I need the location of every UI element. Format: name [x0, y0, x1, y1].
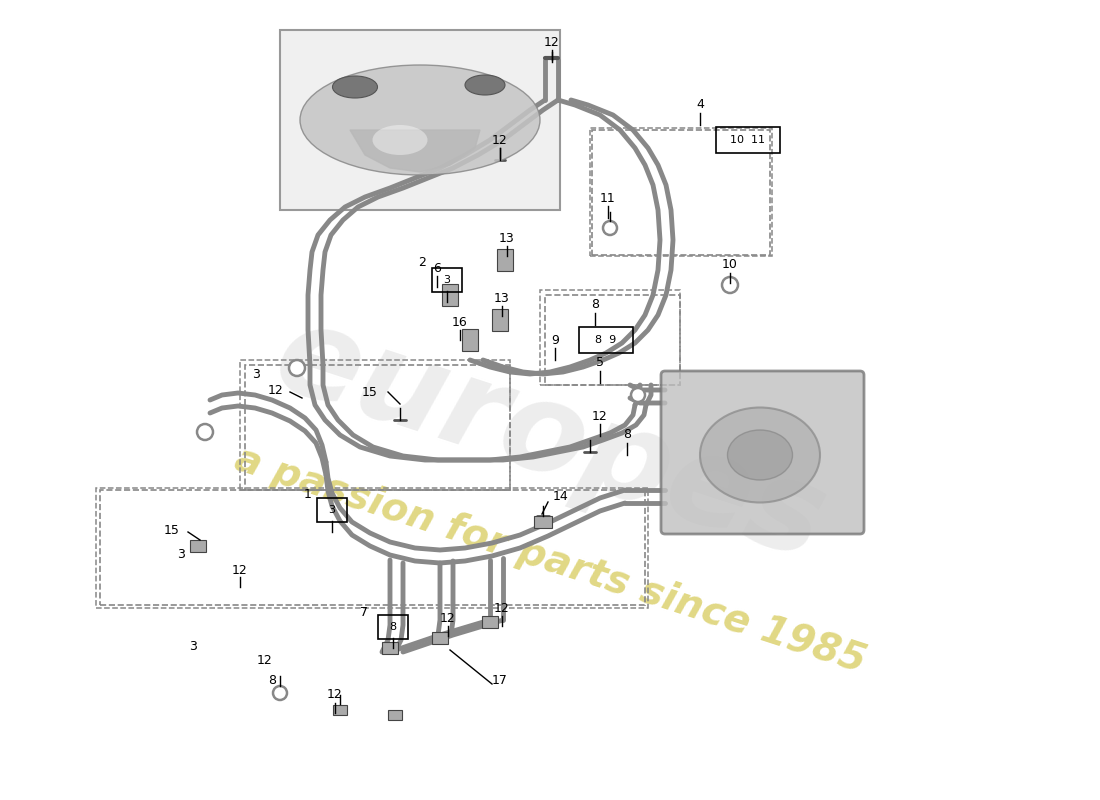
Bar	[482, 616, 498, 628]
Text: 12: 12	[544, 35, 560, 49]
Text: 15: 15	[362, 386, 378, 398]
Bar	[245, 365, 510, 490]
Text: europes: europes	[261, 294, 839, 586]
Text: 8: 8	[591, 298, 600, 311]
Ellipse shape	[300, 65, 540, 175]
Text: 9: 9	[551, 334, 559, 346]
Text: 12: 12	[327, 689, 343, 702]
Text: 4: 4	[696, 98, 704, 111]
Text: 10  11: 10 11	[730, 135, 766, 145]
Text: 11: 11	[601, 191, 616, 205]
Text: 14: 14	[553, 490, 569, 502]
Text: 1: 1	[304, 489, 312, 502]
Text: 10: 10	[722, 258, 738, 271]
Text: 8: 8	[623, 429, 631, 442]
Bar	[96, 488, 648, 608]
Bar	[590, 128, 772, 256]
Text: a passion for parts since 1985: a passion for parts since 1985	[230, 440, 870, 680]
Bar	[462, 329, 478, 351]
Text: 17: 17	[492, 674, 508, 686]
Text: 13: 13	[499, 231, 515, 245]
Text: 3: 3	[189, 641, 197, 654]
Text: 5: 5	[596, 357, 604, 370]
Text: 15: 15	[164, 523, 180, 537]
Polygon shape	[350, 130, 480, 172]
Bar	[497, 249, 513, 271]
Text: 12: 12	[232, 563, 248, 577]
Text: 12: 12	[592, 410, 608, 422]
Ellipse shape	[332, 76, 377, 98]
Bar	[432, 632, 448, 644]
Ellipse shape	[465, 75, 505, 95]
Bar	[333, 705, 346, 715]
Text: 3: 3	[329, 505, 336, 515]
Text: 3: 3	[443, 275, 451, 285]
Bar	[540, 290, 680, 385]
Ellipse shape	[727, 430, 792, 480]
Text: 12: 12	[440, 611, 455, 625]
Circle shape	[197, 424, 213, 440]
Bar	[280, 30, 560, 210]
Text: 12: 12	[494, 602, 510, 614]
Bar	[442, 284, 458, 306]
Bar	[382, 642, 398, 654]
Bar	[592, 130, 770, 255]
Text: 16: 16	[452, 315, 468, 329]
Bar	[100, 490, 645, 605]
Bar	[534, 516, 552, 528]
FancyBboxPatch shape	[661, 371, 864, 534]
Circle shape	[631, 388, 645, 402]
Bar	[240, 360, 510, 490]
Ellipse shape	[373, 125, 428, 155]
Ellipse shape	[700, 407, 820, 502]
Text: 7: 7	[360, 606, 368, 618]
Bar	[544, 295, 680, 385]
Text: 3: 3	[177, 549, 185, 562]
Circle shape	[273, 686, 287, 700]
Text: 8: 8	[268, 674, 276, 686]
Text: 8  9: 8 9	[595, 335, 617, 345]
Text: 12: 12	[492, 134, 508, 146]
Circle shape	[289, 360, 305, 376]
Circle shape	[722, 277, 738, 293]
Text: 6: 6	[433, 262, 441, 274]
Text: 3: 3	[252, 369, 260, 382]
Text: 8: 8	[389, 622, 397, 632]
Bar	[388, 710, 401, 720]
Circle shape	[603, 221, 617, 235]
Text: 12: 12	[257, 654, 273, 666]
Text: 12: 12	[267, 383, 283, 397]
Bar	[190, 540, 206, 552]
Bar	[492, 309, 508, 331]
Text: 13: 13	[494, 291, 510, 305]
Text: 2: 2	[418, 255, 426, 269]
